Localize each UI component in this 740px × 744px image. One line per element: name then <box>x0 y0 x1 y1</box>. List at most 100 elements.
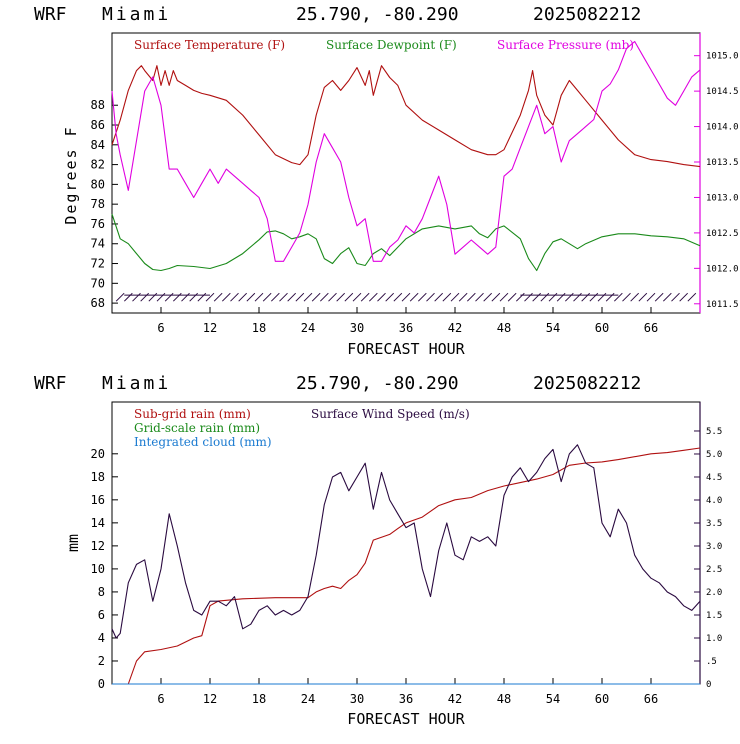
legend-surface-dewpoint: Surface Dewpoint (F) <box>326 38 457 52</box>
top-panel: WRF Miami 25.790, -80.290 2025082212 Sur… <box>34 4 739 358</box>
wind-barb <box>597 292 607 302</box>
bottom-y2-tick-label: 2.0 <box>706 588 722 598</box>
wind-barb <box>132 292 141 302</box>
top-x-tick-label: 48 <box>497 321 511 335</box>
top-header-model: WRF <box>34 4 67 25</box>
wind-barb <box>213 292 223 302</box>
wind-barb <box>613 292 623 302</box>
series-surface-pressure-mb <box>111 40 701 262</box>
top-y-tick-label: 76 <box>91 217 105 231</box>
wind-barb <box>172 292 182 302</box>
wind-barb <box>499 292 509 302</box>
wind-barb <box>336 292 346 302</box>
bottom-y2-tick-label: 1.0 <box>706 634 722 644</box>
wind-barb <box>466 292 476 302</box>
top-y-tick-label: 80 <box>91 177 105 191</box>
legend-subgrid-rain: Sub-grid rain (mm) <box>134 407 251 421</box>
wind-barb <box>238 292 248 302</box>
wind-barb <box>573 292 582 302</box>
wind-barb <box>181 292 190 302</box>
bottom-y-tick-label: 2 <box>98 654 105 668</box>
bottom-x-axis-label: FORECAST HOUR <box>347 710 465 728</box>
top-y-tick-label: 74 <box>91 237 105 251</box>
top-y-tick-label: 68 <box>91 296 105 310</box>
wind-barb <box>450 292 460 302</box>
bottom-header-model: WRF <box>34 373 67 394</box>
wind-barb <box>287 292 297 302</box>
bottom-y2-tick-label: 0 <box>706 680 711 690</box>
wind-barb <box>679 292 689 302</box>
top-x-tick-label: 12 <box>203 321 217 335</box>
wind-barb <box>140 292 150 302</box>
top-y2-tick-label: 1014.5 <box>706 87 739 97</box>
bottom-panel: WRF Miami 25.790, -80.290 2025082212 Sub… <box>34 373 722 728</box>
bottom-header-location: Miami <box>102 373 171 394</box>
bottom-x-tick-label: 42 <box>448 692 462 706</box>
wind-barb <box>352 292 362 302</box>
wind-barb <box>654 292 664 302</box>
wind-barb <box>246 292 256 302</box>
wind-barb <box>630 292 640 302</box>
bottom-x-tick-label: 60 <box>595 692 609 706</box>
wind-barb <box>638 292 648 302</box>
wind-barb <box>360 292 370 302</box>
top-x-tick-label: 18 <box>252 321 266 335</box>
wind-barb <box>589 292 599 302</box>
wind-barb <box>515 292 525 302</box>
top-ticks: 6 12 18 24 30 36 42 48 54 60 66 68 70 72 74 76 78 80 82 84 8… <box>91 52 739 335</box>
top-y2-tick-label: 1013.0 <box>706 193 739 203</box>
series-surface-dewpoint-f <box>111 213 701 272</box>
top-y-tick-label: 72 <box>91 257 105 271</box>
top-header-location: Miami <box>102 4 171 25</box>
top-y-tick-label: 84 <box>91 138 105 152</box>
wind-barb <box>605 292 615 302</box>
wind-barb <box>156 292 166 302</box>
legend-surface-wind-speed: Surface Wind Speed (m/s) <box>311 407 470 421</box>
top-y-tick-label: 78 <box>91 197 105 211</box>
wind-barb <box>230 292 239 302</box>
bottom-y-tick-label: 12 <box>91 539 105 553</box>
bottom-x-tick-label: 30 <box>350 692 364 706</box>
top-x-tick-label: 54 <box>546 321 560 335</box>
top-y-tick-label: 88 <box>91 98 105 112</box>
bottom-y-axis-label: mm <box>64 534 82 552</box>
wind-barb <box>442 292 452 302</box>
top-y2-tick-label: 1011.5 <box>706 300 739 310</box>
legend-gridscale-rain: Grid-scale rain (mm) <box>134 421 260 435</box>
wind-barb <box>123 292 133 302</box>
top-y2-tick-label: 1012.5 <box>706 229 739 239</box>
bottom-y-tick-label: 14 <box>91 516 105 530</box>
wind-barb <box>687 292 697 302</box>
wind-barb <box>189 292 199 302</box>
top-x-tick-label: 24 <box>301 321 315 335</box>
top-y2-tick-label: 1014.0 <box>706 123 739 133</box>
bottom-y-tick-label: 4 <box>98 631 105 645</box>
bottom-y2-tick-label: 3.5 <box>706 519 722 529</box>
top-x-tick-label: 30 <box>350 321 364 335</box>
series-surface-wind-speed-m-s <box>111 444 701 639</box>
wind-barb <box>671 292 680 302</box>
wind-barb <box>303 292 313 302</box>
wind-barb <box>458 292 468 302</box>
wind-barb <box>540 292 550 302</box>
wind-barb <box>581 292 591 302</box>
wind-barb <box>491 292 501 302</box>
bottom-ticks: 6 12 18 24 30 36 42 48 54 60 66024681012141618200.… <box>91 427 723 706</box>
top-y-axis-label: Degrees F <box>62 125 80 224</box>
top-y2-tick-label: 1012.0 <box>706 264 739 274</box>
wind-barb <box>401 292 411 302</box>
wind-barb <box>532 292 542 302</box>
legend-surface-pressure: Surface Pressure (mb) <box>497 38 634 52</box>
bottom-y-tick-label: 0 <box>98 677 105 691</box>
wind-barb <box>417 292 427 302</box>
wind-barb <box>524 292 533 302</box>
bottom-x-tick-label: 48 <box>497 692 511 706</box>
wind-barb <box>393 292 403 302</box>
wind-barb <box>409 292 419 302</box>
bottom-y-tick-label: 16 <box>91 493 105 507</box>
bottom-header-coords: 25.790, -80.290 <box>296 373 459 394</box>
series-surface-temperature-f <box>111 65 701 168</box>
top-x-tick-label: 6 <box>157 321 164 335</box>
top-x-axis-label: FORECAST HOUR <box>347 340 465 358</box>
wind-barb <box>662 292 672 302</box>
